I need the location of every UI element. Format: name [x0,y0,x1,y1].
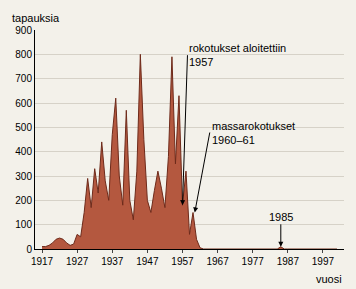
svg-text:0: 0 [26,244,32,255]
svg-text:500: 500 [15,122,32,133]
svg-text:800: 800 [15,49,32,60]
svg-text:1917: 1917 [31,256,54,267]
svg-text:tapauksia: tapauksia [12,12,60,24]
svg-text:900: 900 [15,25,32,36]
svg-text:100: 100 [15,219,32,230]
svg-text:vuosi: vuosi [316,273,342,285]
svg-text:200: 200 [15,195,32,206]
svg-text:rokotukset aloitettiin1957: rokotukset aloitettiin1957 [189,42,286,68]
svg-text:1937: 1937 [101,256,124,267]
svg-text:300: 300 [15,171,32,182]
svg-text:400: 400 [15,146,32,157]
svg-text:1947: 1947 [136,256,159,267]
svg-text:1985: 1985 [269,211,293,223]
svg-text:700: 700 [15,73,32,84]
svg-text:1997: 1997 [312,256,335,267]
svg-text:1927: 1927 [66,256,89,267]
svg-text:600: 600 [15,98,32,109]
svg-text:1977: 1977 [242,256,265,267]
svg-text:1987: 1987 [277,256,300,267]
svg-text:1957: 1957 [171,256,194,267]
svg-text:1967: 1967 [206,256,229,267]
svg-text:massarokotukset1960–61: massarokotukset1960–61 [212,120,295,146]
